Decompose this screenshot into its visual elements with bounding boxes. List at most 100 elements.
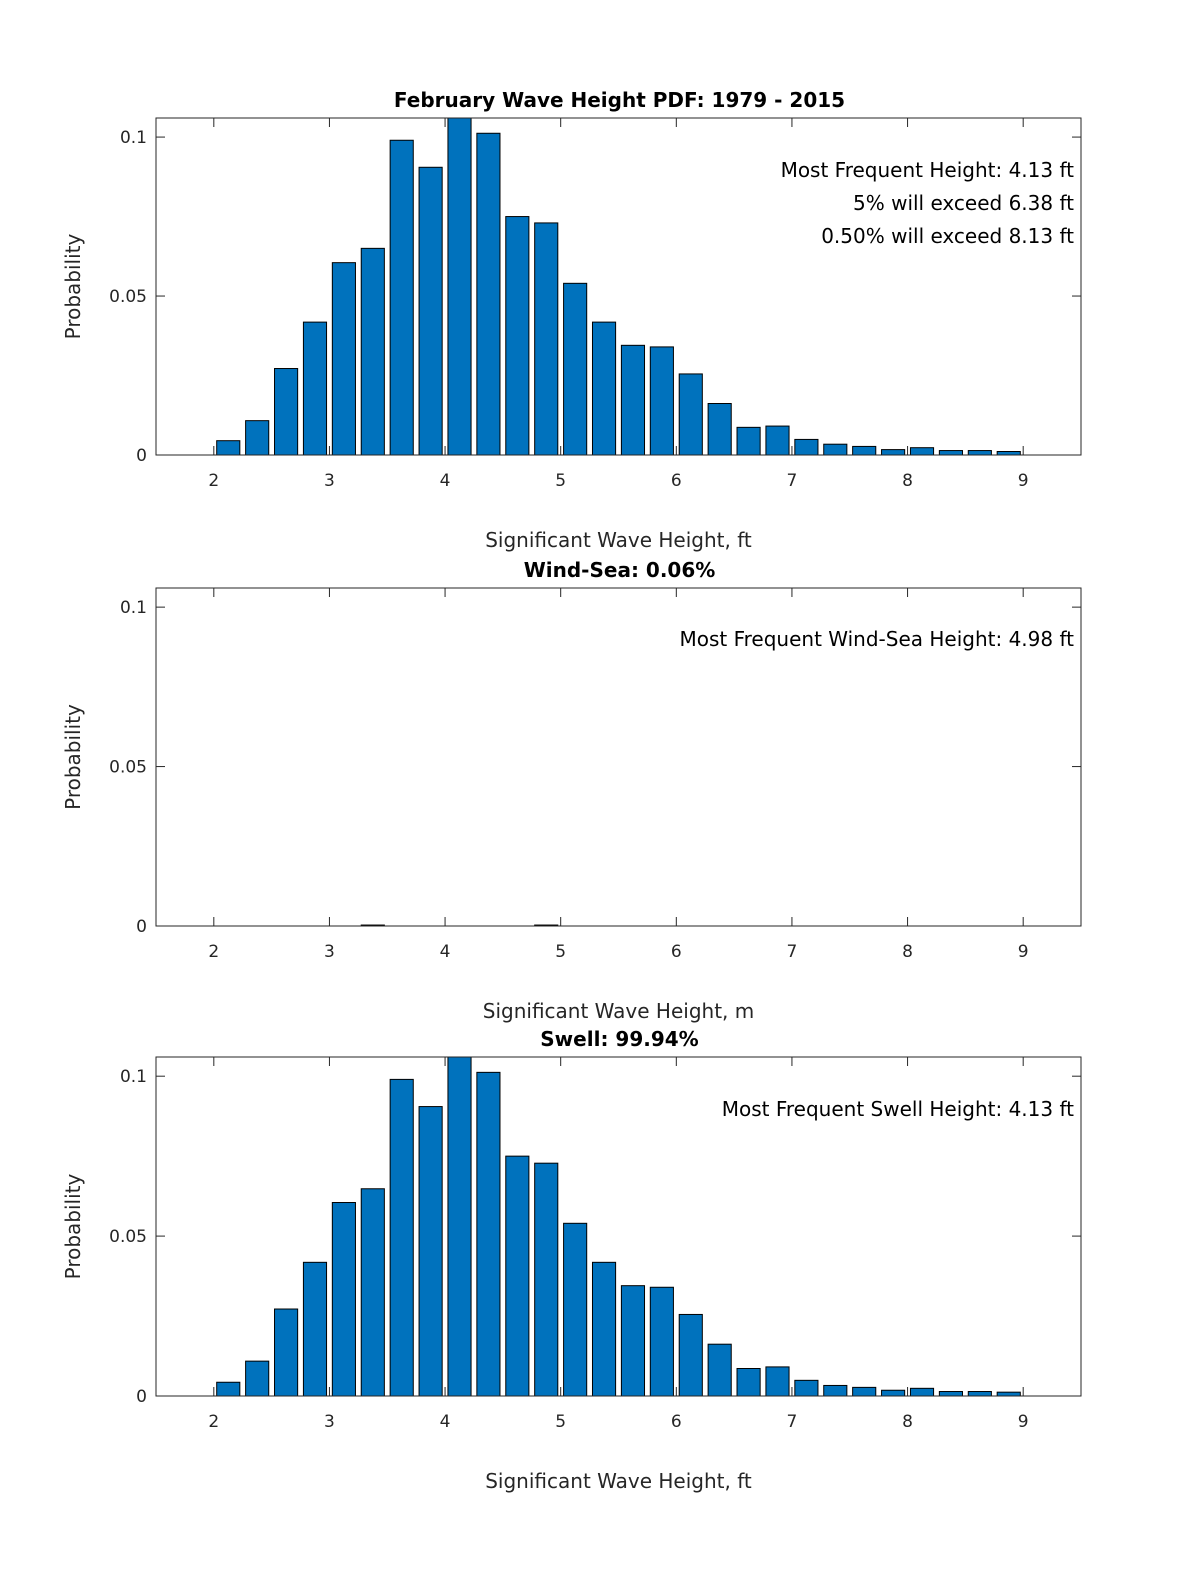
bar-7.875 xyxy=(881,449,906,456)
bar-3.875 xyxy=(418,166,443,456)
chart-panel-1: 2 3 4 5 6 7 8 9 0 0.05 0.1 February Wave Height PDF… xyxy=(61,88,1082,552)
x-tick-label: 2 xyxy=(208,471,219,491)
bar-3.875 xyxy=(418,1106,443,1397)
x-tick-label: 8 xyxy=(902,942,913,962)
x-tick-label: 6 xyxy=(671,1412,682,1432)
bar-3.625 xyxy=(389,1078,414,1397)
bar-6.125 xyxy=(678,373,703,456)
bar-3.125 xyxy=(331,1202,356,1397)
bar-5.125 xyxy=(563,282,588,456)
x-tick-label: 9 xyxy=(1018,1412,1029,1432)
bar-3.625 xyxy=(389,139,414,456)
bar-7.375 xyxy=(823,1384,848,1397)
bar-5.625 xyxy=(620,1285,646,1397)
bar-7.125 xyxy=(794,1379,819,1397)
x-tick-label: 4 xyxy=(440,471,451,491)
bar-4.875 xyxy=(534,1162,559,1397)
x-tick-label: 6 xyxy=(671,942,682,962)
x-tick-label: 8 xyxy=(902,1412,913,1432)
bar-4.875 xyxy=(534,222,559,456)
axes-box xyxy=(155,587,1082,927)
bar-2.375 xyxy=(245,1360,270,1397)
bar-2.625 xyxy=(274,368,299,456)
bar-5.375 xyxy=(591,1261,617,1397)
x-axis-label: Significant Wave Height, ft xyxy=(485,1469,752,1493)
bar-8.375 xyxy=(938,1391,963,1397)
bar-2.125 xyxy=(216,440,241,456)
annotation-2: 5% will exceed 6.38 ft xyxy=(853,191,1074,215)
bar-8.375 xyxy=(938,450,963,456)
bar-2.875 xyxy=(302,1261,328,1397)
annotation-1: Most Frequent Height: 4.13 ft xyxy=(781,158,1075,182)
y-tick-label: 0.05 xyxy=(109,1227,147,1247)
x-axis-label: Significant Wave Height, m xyxy=(483,999,754,1023)
y-tick-label: 0.1 xyxy=(120,1067,147,1087)
chart-title: Swell: 99.94% xyxy=(540,1027,698,1051)
y-tick-label: 0.1 xyxy=(120,128,147,148)
bar-5.875 xyxy=(649,346,674,456)
x-tick-label: 5 xyxy=(555,1412,566,1432)
bar-2.625 xyxy=(274,1308,299,1397)
bar-7.625 xyxy=(852,1386,877,1397)
bar-3.375 xyxy=(360,1188,385,1397)
bar-8.875 xyxy=(996,451,1021,456)
bar-8.875 xyxy=(996,1391,1021,1397)
bar-5.625 xyxy=(620,344,646,456)
y-tick-label: 0.05 xyxy=(109,758,147,778)
x-tick-label: 7 xyxy=(787,1412,798,1432)
chart-title: February Wave Height PDF: 1979 - 2015 xyxy=(394,88,845,112)
bar-7.625 xyxy=(852,445,877,456)
bar-6.875 xyxy=(765,425,790,456)
y-tick-label: 0 xyxy=(136,1387,147,1407)
bar-5.125 xyxy=(563,1222,588,1397)
bar-6.375 xyxy=(707,1343,732,1397)
bar-7.375 xyxy=(823,443,848,456)
bar-4.375 xyxy=(476,132,501,456)
bar-4.375 xyxy=(476,1071,501,1397)
chart-panel-2: 2 3 4 5 6 7 8 9 0 0.05 0.1 Wind-Sea: 0.06% Significa… xyxy=(61,558,1082,1023)
plot-area xyxy=(156,588,1081,926)
y-tick-label: 0.05 xyxy=(109,287,147,307)
bar-4.625 xyxy=(505,216,530,456)
annotation-1: Most Frequent Swell Height: 4.13 ft xyxy=(722,1097,1074,1121)
x-axis-label: Significant Wave Height, ft xyxy=(485,528,752,552)
bar-6.625 xyxy=(736,1368,761,1397)
x-tick-label: 5 xyxy=(555,471,566,491)
annotation-1: Most Frequent Wind-Sea Height: 4.98 ft xyxy=(679,627,1074,651)
x-tick-label: 7 xyxy=(787,942,798,962)
y-axis-label: Probability xyxy=(61,1173,85,1279)
y-axis-label: Probability xyxy=(61,704,85,810)
x-tick-label: 9 xyxy=(1018,471,1029,491)
y-tick-label: 0 xyxy=(136,446,147,466)
bar-3.375 xyxy=(360,247,385,456)
bar-8.125 xyxy=(909,447,935,456)
bar-2.375 xyxy=(245,420,270,456)
axes-box xyxy=(155,117,1082,456)
bar-4.625 xyxy=(505,1155,530,1397)
axes-box xyxy=(155,1056,1082,1397)
x-tick-label: 2 xyxy=(208,942,219,962)
bar-4.125 xyxy=(447,117,472,456)
chart-panel-3: 2 3 4 5 6 7 8 9 0 0.05 0.1 Swell: 99.94% Significant… xyxy=(61,1027,1082,1493)
x-tick-label: 2 xyxy=(208,1412,219,1432)
x-tick-label: 8 xyxy=(902,471,913,491)
x-tick-label: 9 xyxy=(1018,942,1029,962)
x-tick-label: 4 xyxy=(440,942,451,962)
bar-2.125 xyxy=(216,1381,241,1397)
chart-title: Wind-Sea: 0.06% xyxy=(524,558,716,582)
x-tick-label: 5 xyxy=(555,942,566,962)
bar-8.625 xyxy=(967,1391,992,1397)
bar-6.875 xyxy=(765,1366,790,1397)
x-tick-label: 4 xyxy=(440,1412,451,1432)
bar-2.875 xyxy=(302,321,328,456)
bar-5.375 xyxy=(591,321,617,456)
y-tick-label: 0.1 xyxy=(120,598,147,618)
bar-6.125 xyxy=(678,1313,703,1397)
bar-4.125 xyxy=(447,1056,472,1397)
x-tick-label: 3 xyxy=(324,471,335,491)
x-tick-label: 6 xyxy=(671,471,682,491)
bar-7.125 xyxy=(794,438,819,456)
panels: 2 3 4 5 6 7 8 9 0 0.05 0.1 February Wave Height PDF… xyxy=(61,88,1082,1493)
bar-6.375 xyxy=(707,403,732,456)
